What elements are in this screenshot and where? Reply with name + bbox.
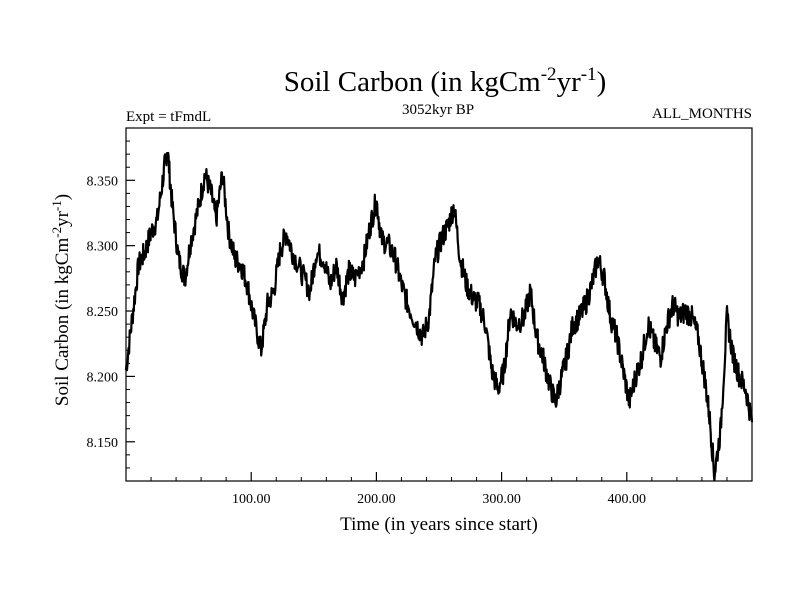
y-axis-ticks: 8.150 8.200 8.250 8.300 8.350 (87, 140, 135, 469)
series-line (124, 151, 754, 482)
subtitle-months: ALL_MONTHS (652, 106, 752, 122)
y-axis-label: Soil Carbon (in kgCm-2yr-1) (49, 194, 73, 406)
subtitle-experiment: Expt = tFmdL (126, 109, 211, 125)
subtitle-period: 3052kyr BP (402, 102, 474, 118)
x-tick-label-1: 200.00 (357, 492, 396, 507)
y-tick-label-4: 8.350 (87, 174, 119, 189)
plot-frame (125, 127, 753, 482)
y-tick-label-1: 8.200 (87, 370, 119, 385)
x-axis-label: Time (in years since start) (340, 514, 538, 535)
x-tick-label-3: 400.00 (608, 492, 647, 507)
x-axis-ticks: 100.00 200.00 300.00 400.00 (150, 472, 728, 507)
y-tick-label-3: 8.300 (87, 240, 119, 255)
x-tick-label-2: 300.00 (482, 492, 521, 507)
y-tick-label-2: 8.250 (87, 305, 119, 320)
y-tick-label-0: 8.150 (87, 436, 119, 451)
chart-title: Soil Carbon (in kgCm-2yr-1) (284, 64, 606, 98)
x-tick-label-0: 100.00 (232, 492, 271, 507)
